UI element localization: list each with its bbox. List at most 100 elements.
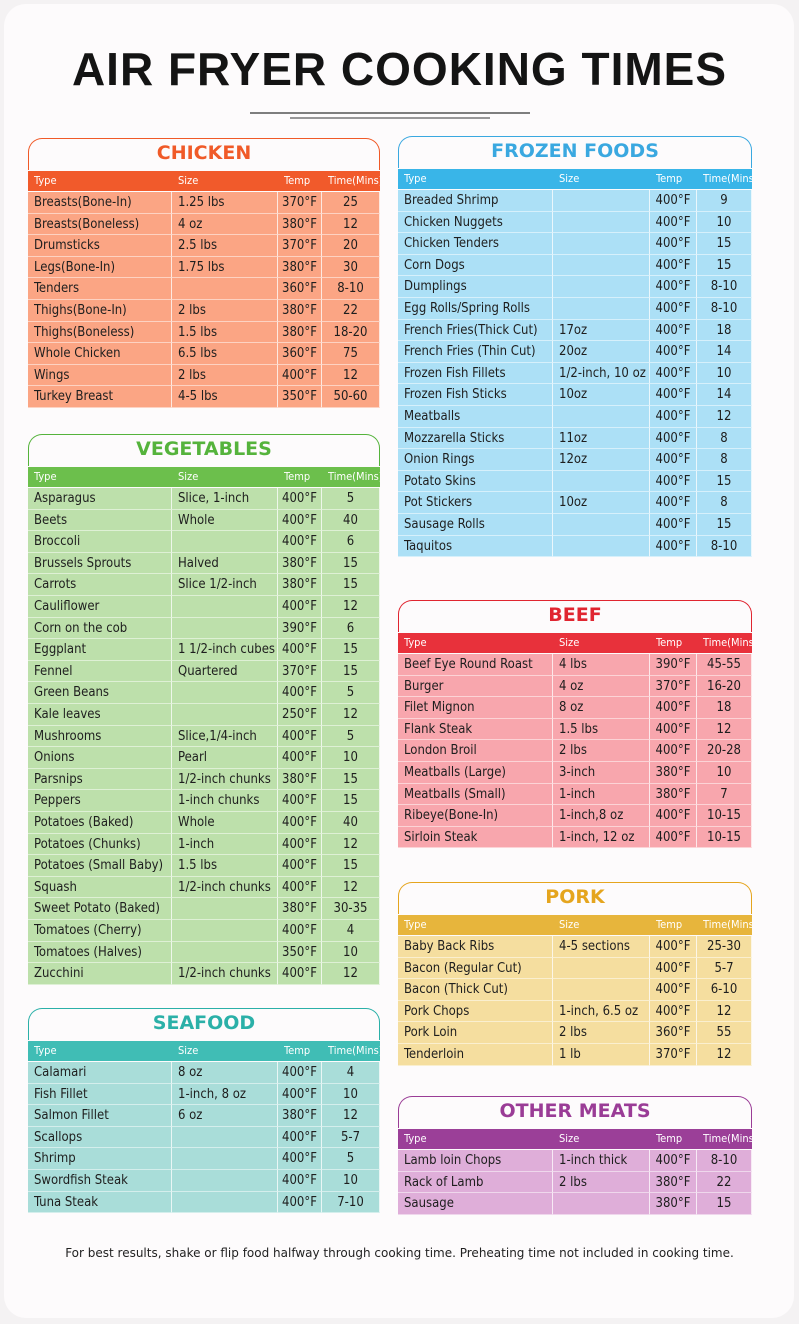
table-cell: 4 lbs xyxy=(553,654,650,676)
table-cell: 380°F xyxy=(278,213,322,236)
column-header: Temp xyxy=(656,918,683,931)
empty-cell xyxy=(553,233,650,255)
empty-cell xyxy=(553,535,650,558)
table-cell: 400°F xyxy=(278,963,322,985)
table-cell: 350°F xyxy=(278,941,322,964)
table-cell: 40 xyxy=(322,509,380,532)
table-cell: French Fries(Thick Cut) xyxy=(398,319,553,342)
table-cell: 12 xyxy=(322,596,380,618)
table-cell: 8-10 xyxy=(697,298,752,320)
table-cell: 10-15 xyxy=(697,805,752,827)
table-cell: Egg Rolls/Spring Rolls xyxy=(398,298,553,320)
table-cell: Flank Steak xyxy=(398,718,553,741)
column-header: Size xyxy=(559,172,580,185)
table-cell: 390°F xyxy=(278,617,322,640)
table-cell: 370°F xyxy=(278,660,322,683)
table-cell: 6 xyxy=(322,617,380,640)
table-cell: 10oz xyxy=(553,492,650,514)
column-header: Temp xyxy=(656,636,683,649)
table-cell: 400°F xyxy=(650,1150,697,1172)
table-cell: Legs(Bone-In) xyxy=(28,256,172,279)
empty-cell xyxy=(172,941,278,964)
empty-cell xyxy=(553,1193,650,1215)
table-cell: Mushrooms xyxy=(28,725,172,748)
table-cell: London Broil xyxy=(398,740,553,762)
table-cell: 16-20 xyxy=(697,675,752,698)
column-header: Time(Mins) xyxy=(703,172,752,185)
table-cell: 18 xyxy=(697,319,752,342)
table-cell: 400°F xyxy=(650,406,697,428)
table-cell: Fish Fillet xyxy=(28,1083,172,1106)
table-cell: 10 xyxy=(322,941,380,964)
empty-cell xyxy=(553,406,650,428)
table-cell: 400°F xyxy=(278,682,322,704)
table-cell: 12 xyxy=(697,406,752,428)
table-cell: 50-60 xyxy=(322,386,380,408)
table-cell: Slice,1/4-inch xyxy=(172,725,278,748)
table-cell: 15 xyxy=(322,660,380,683)
table-cell: 360°F xyxy=(278,278,322,300)
table-cell: Ribeye(Bone-In) xyxy=(398,805,553,827)
table-cell: 400°F xyxy=(650,697,697,719)
table-cell: 4 oz xyxy=(553,675,650,698)
table-cell: 400°F xyxy=(650,492,697,514)
table-header-bar xyxy=(398,633,752,653)
table-cell: 6 xyxy=(322,531,380,553)
table-cell: 400°F xyxy=(278,1170,322,1192)
table-cell: Thighs(Bone-In) xyxy=(28,300,172,322)
table-cell: Shrimp xyxy=(28,1148,172,1170)
table-cell: Swordfish Steak xyxy=(28,1170,172,1192)
table-cell: 2 lbs xyxy=(172,364,278,387)
table-cell: 9 xyxy=(697,190,752,212)
table-cell: 40 xyxy=(322,812,380,834)
table-cell: 380°F xyxy=(650,1171,697,1194)
empty-cell xyxy=(172,1126,278,1149)
table-cell: Frozen Fish Fillets xyxy=(398,362,553,385)
column-header: Size xyxy=(178,1044,199,1057)
table-cell: 390°F xyxy=(650,654,697,676)
table-cell: Tuna Steak xyxy=(28,1191,172,1214)
table-cell: Mozzarella Sticks xyxy=(398,427,553,450)
footer-note: For best results, shake or flip food hal… xyxy=(65,1246,734,1260)
table-cell: 400°F xyxy=(278,364,322,387)
table-cell: 400°F xyxy=(650,1000,697,1023)
table-cell: 6.5 lbs xyxy=(172,343,278,365)
table-cell: 1.5 lbs xyxy=(553,718,650,741)
table-cell: 2.5 lbs xyxy=(172,235,278,257)
empty-cell xyxy=(172,1170,278,1192)
table-cell: Broccoli xyxy=(28,531,172,553)
table-cell: 10 xyxy=(322,1083,380,1106)
section-heading: CHICKEN xyxy=(28,138,380,170)
empty-cell xyxy=(553,514,650,536)
table-cell: Whole xyxy=(172,812,278,834)
table-cell: 55 xyxy=(697,1022,752,1044)
table-cell: Slice 1/2-inch xyxy=(172,574,278,596)
table-cell: Whole Chicken xyxy=(28,343,172,365)
table-cell: 400°F xyxy=(650,276,697,298)
table-cell: Squash xyxy=(28,876,172,899)
empty-cell xyxy=(172,1148,278,1170)
table-cell: 5-7 xyxy=(322,1126,380,1149)
table-cell: Meatballs (Small) xyxy=(398,783,553,806)
table-cell: Calamari xyxy=(28,1062,172,1084)
table-cell: 17oz xyxy=(553,319,650,342)
table-cell: Bacon (Thick Cut) xyxy=(398,979,553,1001)
section-heading: OTHER MEATS xyxy=(398,1096,752,1128)
table-cell: Meatballs (Large) xyxy=(398,762,553,784)
table-cell: 10 xyxy=(697,762,752,784)
table-cell: 15 xyxy=(322,552,380,575)
table-cell: 12 xyxy=(322,704,380,726)
table-cell: 400°F xyxy=(650,514,697,536)
table-cell: Brussels Sprouts xyxy=(28,552,172,575)
table-cell: 8-10 xyxy=(697,535,752,558)
table-cell: 400°F xyxy=(650,427,697,450)
table-cell: 370°F xyxy=(278,235,322,257)
empty-cell xyxy=(553,190,650,212)
table-cell: 380°F xyxy=(278,256,322,279)
table-cell: 12 xyxy=(322,1105,380,1127)
table-cell: 1.5 lbs xyxy=(172,855,278,877)
table-cell: 25-30 xyxy=(697,936,752,958)
table-cell: 14 xyxy=(697,384,752,406)
table-cell: 400°F xyxy=(278,1062,322,1084)
table-cell: 380°F xyxy=(650,783,697,806)
